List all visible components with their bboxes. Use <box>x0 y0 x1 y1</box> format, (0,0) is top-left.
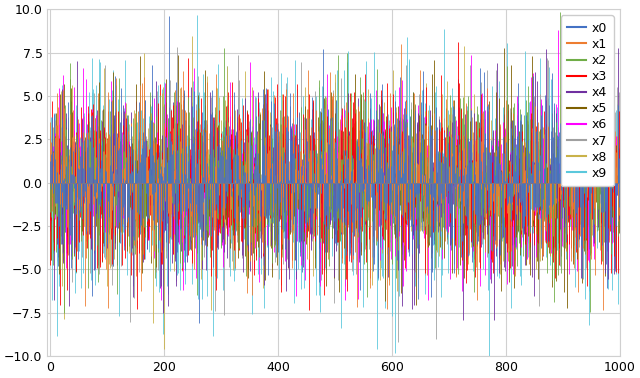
Legend: x0, x1, x2, x3, x4, x5, x6, x7, x8, x9: x0, x1, x2, x3, x4, x5, x6, x7, x8, x9 <box>561 15 614 186</box>
